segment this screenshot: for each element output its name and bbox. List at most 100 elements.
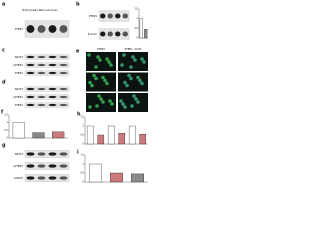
panel-label: f xyxy=(1,110,4,116)
nucleus xyxy=(141,58,143,60)
bar xyxy=(107,125,115,145)
bar xyxy=(144,29,148,39)
blot-strip xyxy=(98,10,130,22)
y-tick-label: 0.5 xyxy=(80,134,84,137)
y-tick-label: 1.5 xyxy=(4,114,8,117)
bar xyxy=(86,125,94,145)
blot-title: Biotinylated RNA pull down xyxy=(22,8,58,12)
bar xyxy=(52,131,65,139)
blot-band xyxy=(26,152,35,156)
blot-band xyxy=(26,63,35,67)
blot-row-label: pPTBP1 xyxy=(13,95,23,99)
blot-row-label: PTBP1 xyxy=(15,103,23,107)
cell xyxy=(88,105,92,109)
nucleus xyxy=(141,82,143,85)
y-tick-label: 1.5 xyxy=(80,116,84,119)
blot-strip xyxy=(98,28,130,40)
panel-label: b xyxy=(76,2,80,8)
y-tick-label: 0 xyxy=(82,143,84,146)
nucleus xyxy=(121,64,123,66)
blot-band xyxy=(107,31,113,37)
nucleus xyxy=(137,76,139,79)
nucleus xyxy=(131,105,133,107)
micrograph xyxy=(118,52,148,71)
blot-row-label: pPTBP1 xyxy=(13,164,23,168)
y-tick-label: 0 xyxy=(6,137,8,140)
bar xyxy=(12,122,25,139)
blot-band xyxy=(122,13,128,19)
blot-band xyxy=(37,63,46,67)
blot-band xyxy=(37,176,46,180)
blot-band xyxy=(59,176,68,180)
cell xyxy=(101,100,105,104)
nucleus xyxy=(126,84,128,87)
blot-band xyxy=(59,164,68,168)
panel-label: a xyxy=(2,2,5,8)
blot-band xyxy=(26,71,35,75)
bar xyxy=(118,133,126,145)
nucleus xyxy=(135,98,137,100)
blot-band xyxy=(26,95,35,99)
nucleus xyxy=(128,74,130,77)
y-tick-label: 0.5 xyxy=(80,172,84,175)
blot-row-label: pPTBP1 xyxy=(13,63,23,67)
nucleus xyxy=(143,61,145,63)
cell xyxy=(99,97,103,101)
figure: a Biotinylated RNA pull down PTBP1 b PTBP1 β-… xyxy=(1,2,148,184)
y-tick-label: 1 xyxy=(82,125,84,128)
bar xyxy=(32,132,45,139)
blot-band xyxy=(48,95,57,99)
blot-band xyxy=(48,152,57,156)
blot-row-label: PTBP1 xyxy=(15,71,23,75)
cell xyxy=(92,73,96,78)
panel-label: d xyxy=(2,80,6,86)
blot-band xyxy=(48,25,57,33)
nucleus xyxy=(133,95,135,97)
blot-band xyxy=(37,152,46,156)
y-tick-label: 1.5 xyxy=(134,8,138,11)
nucleus xyxy=(130,66,132,68)
y-tick-label: 0.5 xyxy=(134,27,138,30)
panel-label: g xyxy=(2,143,6,149)
cell xyxy=(103,78,107,83)
cell xyxy=(108,99,112,103)
blot-band xyxy=(48,176,57,180)
blot-band xyxy=(26,55,35,59)
blot-row-label: SRSF3 xyxy=(15,87,24,91)
y-tick-label: 0.5 xyxy=(4,129,8,132)
bar xyxy=(110,172,123,183)
bar xyxy=(139,133,147,145)
blot-band xyxy=(59,25,68,33)
blot-band xyxy=(26,103,35,107)
blot-band xyxy=(59,152,68,156)
y-tick-label: 0 xyxy=(82,181,84,184)
image-column-label: PTBP1 / DAPI xyxy=(125,47,142,51)
blot-strip xyxy=(24,70,70,76)
panel-label: h xyxy=(77,112,81,118)
blot-band xyxy=(48,71,57,75)
cell xyxy=(105,81,109,86)
panel-label: i xyxy=(77,150,79,156)
cell xyxy=(105,57,109,61)
cell xyxy=(96,55,100,59)
blot-strip xyxy=(24,162,70,170)
blot-row-label: β-actin xyxy=(88,32,97,36)
cell xyxy=(98,58,102,62)
blot-band xyxy=(48,164,57,168)
blot-band xyxy=(48,63,57,67)
cell xyxy=(94,65,98,69)
blot-band xyxy=(59,71,68,75)
nucleus xyxy=(120,100,122,102)
cell xyxy=(87,53,91,57)
nucleus xyxy=(124,106,126,108)
blot-band xyxy=(48,87,57,91)
blot-band xyxy=(37,25,46,33)
blot-band xyxy=(115,31,121,37)
micrograph xyxy=(118,72,148,92)
nucleus xyxy=(134,59,136,61)
panel-label: c xyxy=(2,48,5,54)
blot-band xyxy=(48,55,57,59)
cell xyxy=(94,76,98,81)
nucleus xyxy=(124,81,126,84)
blot-row-label: PTBP1 xyxy=(89,14,97,18)
